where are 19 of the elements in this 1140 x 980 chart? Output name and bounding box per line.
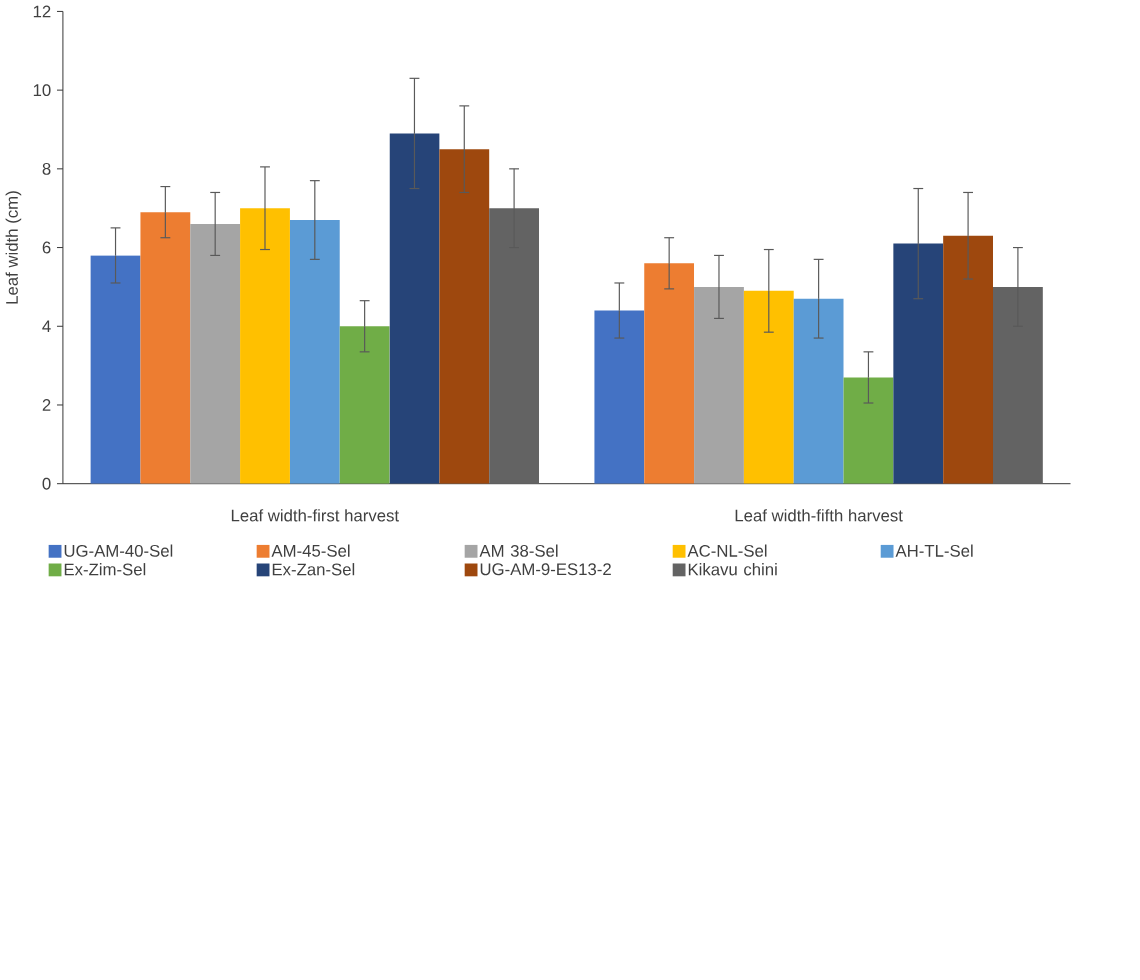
legend-label: AC-NL-Sel <box>687 544 767 558</box>
y-tick-label: 0 <box>42 477 51 490</box>
y-tick-label: 12 <box>33 5 51 18</box>
y-tick-label: 6 <box>42 241 51 254</box>
y-tick-label: 10 <box>33 84 51 97</box>
y-tick-label: 8 <box>42 163 51 176</box>
y-tick-label: 2 <box>42 399 51 412</box>
legend-label: AH-TL-Sel <box>895 544 973 558</box>
legend-label: Kikavu chini <box>688 563 777 576</box>
legend-label: UG-AM-9-ES13-2 <box>480 563 611 576</box>
legend-label: Ex-Zan-Sel <box>272 563 355 576</box>
y-tick-label: 4 <box>42 320 51 333</box>
legend-label: AM-45-Sel <box>271 544 350 558</box>
y-axis-title: Leaf width (cm) <box>5 191 22 304</box>
legend-label: UG-AM-40-Sel <box>64 544 173 558</box>
legend-label: AM 38-Sel <box>479 544 558 558</box>
x-tick-label: Leaf width-first harvest <box>231 509 399 522</box>
legend-label: Ex-Zim-Sel <box>64 563 146 576</box>
x-tick-label: Leaf width-fifth harvest <box>735 509 903 522</box>
